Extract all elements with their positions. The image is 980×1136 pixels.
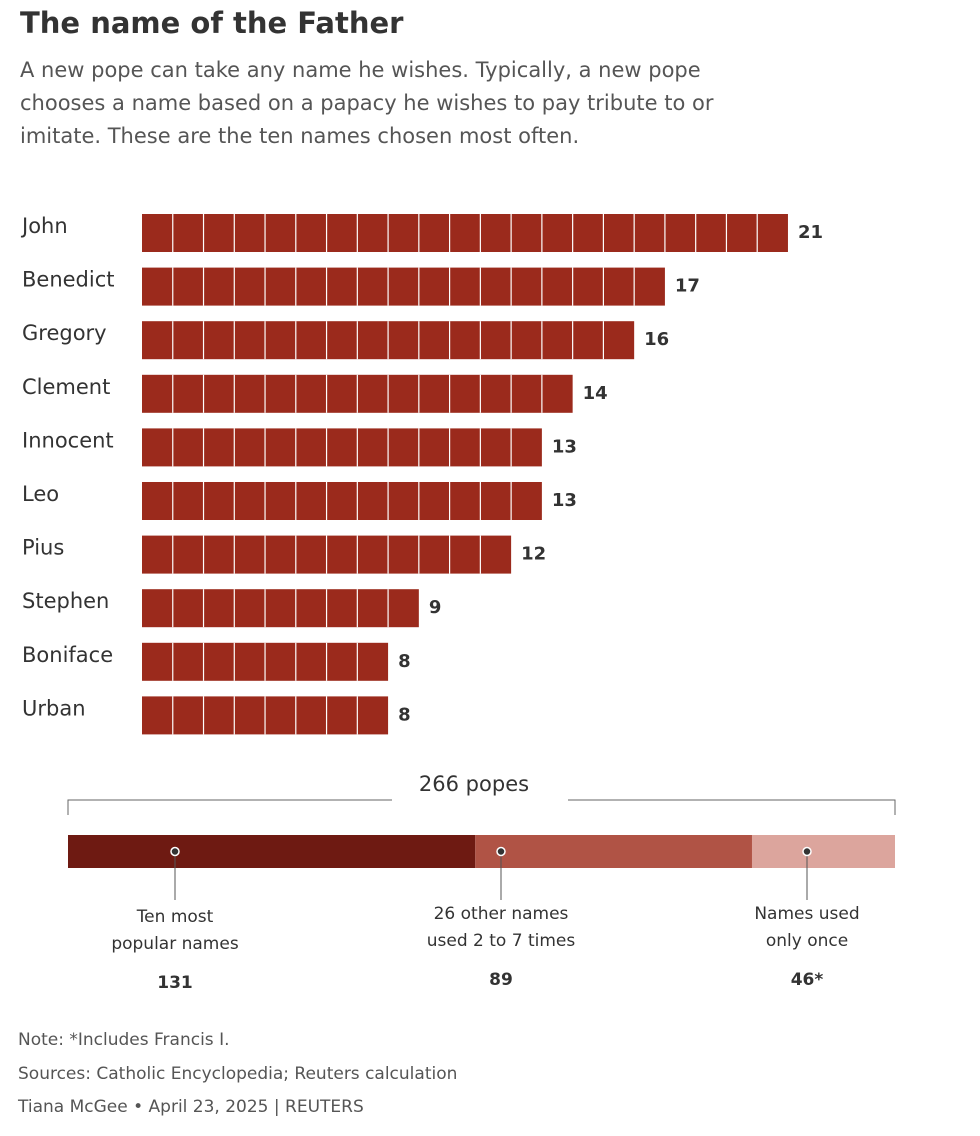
bar xyxy=(142,482,542,520)
category-label: Pius xyxy=(22,536,64,560)
segment-value: 131 xyxy=(157,973,193,993)
segment-label: Ten most popular names xyxy=(111,907,239,954)
segment-label: Names used only once xyxy=(754,904,860,951)
leader-dot xyxy=(170,846,180,857)
bar xyxy=(142,428,542,467)
total-annotation: 266 popes xyxy=(419,772,529,796)
segment xyxy=(475,835,752,868)
value-label: 16 xyxy=(644,329,669,350)
category-label: Gregory xyxy=(22,321,107,345)
sources: Sources: Catholic Encyclopedia; Reuters … xyxy=(18,1064,458,1084)
category-label: Stephen xyxy=(22,589,109,613)
bar xyxy=(142,589,419,628)
leader-dot xyxy=(496,846,506,857)
segment xyxy=(68,835,476,868)
leader-dot xyxy=(802,846,812,857)
value-label: 13 xyxy=(552,490,577,511)
value-label: 13 xyxy=(552,436,577,457)
value-label: 14 xyxy=(583,383,608,404)
bar xyxy=(142,214,788,252)
value-label: 9 xyxy=(429,597,442,618)
segment xyxy=(751,835,895,868)
segment-value: 46* xyxy=(790,970,824,990)
credit: Tiana McGee • April 23, 2025 | REUTERS xyxy=(18,1097,364,1117)
value-label: 21 xyxy=(798,222,823,243)
category-label: Leo xyxy=(22,482,59,506)
segment-label: 26 other names used 2 to 7 times xyxy=(426,904,576,951)
value-label: 8 xyxy=(398,651,411,672)
segment-value: 89 xyxy=(489,970,513,990)
category-label: Benedict xyxy=(22,268,115,292)
value-label: 12 xyxy=(521,544,546,565)
bracket xyxy=(67,799,896,815)
value-label: 8 xyxy=(398,704,411,725)
note: Note: *Includes Francis I. xyxy=(18,1030,230,1050)
category-label: Innocent xyxy=(22,428,114,452)
bar xyxy=(142,267,665,306)
category-label: Boniface xyxy=(22,643,113,667)
chart-title: The name of the Father xyxy=(20,6,404,40)
category-label: John xyxy=(20,214,68,238)
value-label: 17 xyxy=(675,276,700,297)
chart-subtitle: A new pope can take any name he wishes. … xyxy=(20,58,714,148)
category-label: Clement xyxy=(22,375,110,399)
category-label: Urban xyxy=(22,696,86,720)
